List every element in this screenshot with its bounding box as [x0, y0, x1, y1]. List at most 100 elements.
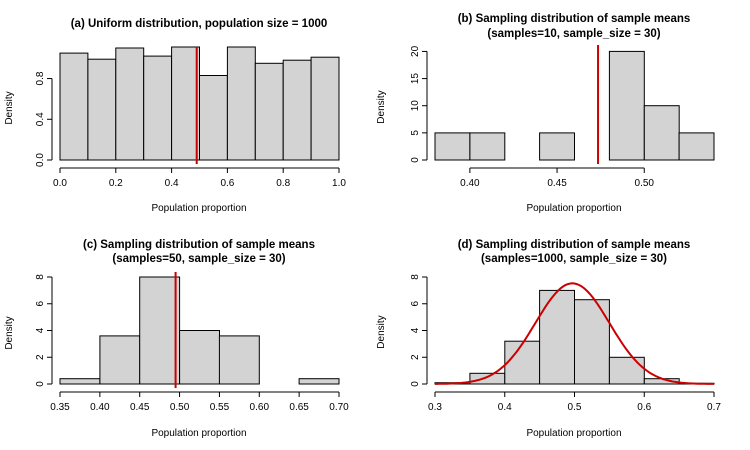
panel-c-y-tick-label-4: 8: [35, 274, 46, 280]
panel-b-title: (b) Sampling distribution of sample mean…: [458, 13, 691, 25]
panel-d-bar-3: [539, 289, 575, 385]
panel-b-y-tick-label-2: 10: [410, 100, 421, 112]
panel-b-y-axis-label: Density: [376, 90, 387, 123]
panel-b-y-axis: 0 5 10 15 20: [410, 45, 428, 163]
panel-b-x-tick-label-1: 0.45: [547, 178, 567, 189]
panel-c-bar-1: [99, 335, 141, 385]
panel-b-x-tick-label-2: 0.50: [635, 178, 655, 189]
panel-b-x-axis: 0.40 0.45 0.50: [460, 167, 655, 189]
panel-c-y-tick-label-1: 2: [35, 354, 46, 360]
panel-c-sampling-histogram: (c) Sampling distribution of sample mean…: [4, 239, 349, 439]
panel-a-x-tick-label-5: 1.0: [332, 178, 346, 189]
panel-d-curve-overlay: [435, 282, 714, 385]
panel-c-x-tick-label-0: 0.35: [50, 402, 70, 413]
panel-a-y-tick-label-1: 0.4: [35, 112, 46, 126]
panel-c-x-axis-label: Population proportion: [151, 428, 246, 439]
panel-c-x-axis: 0.35 0.40 0.45 0.50 0.55 0.60 0.65 0.70: [50, 391, 349, 413]
panel-a-title: (a) Uniform distribution, population siz…: [71, 18, 328, 30]
panel-c-subtitle: (samples=50, sample_size = 30): [112, 253, 285, 265]
panel-b-bar-1: [469, 132, 506, 161]
panel-a-x-tick-label-0: 0.0: [53, 178, 67, 189]
panel-a-x-axis-label: Population proportion: [151, 203, 246, 214]
panel-c-x-tick-label-3: 0.50: [170, 402, 190, 413]
panel-c-bar-2: [139, 276, 181, 385]
panel-d-y-axis: 0 2 4 6 8: [410, 274, 428, 387]
panel-d-y-tick-label-1: 2: [410, 354, 421, 360]
panel-d-x-tick-label-4: 0.7: [707, 402, 721, 413]
panel-c-bar-0: [59, 378, 101, 385]
panel-c-title: (c) Sampling distribution of sample mean…: [83, 239, 315, 251]
panel-a-y-axis: 0.0 0.4 0.8: [35, 71, 53, 167]
panel-d-y-tick-label-3: 6: [410, 301, 421, 307]
panel-a-bar-8: [282, 59, 312, 161]
panel-a-uniform-histogram: (a) Uniform distribution, population siz…: [4, 18, 346, 214]
panel-d-bar-5: [608, 356, 645, 385]
panel-c-y-axis-label: Density: [4, 316, 15, 349]
panel-d-x-tick-label-0: 0.3: [428, 402, 442, 413]
panel-d-x-axis-label: Population proportion: [526, 428, 621, 439]
panel-b-y-tick-label-0: 0: [410, 157, 421, 163]
panel-d-y-axis-label: Density: [376, 315, 387, 348]
panel-a-x-tick-label-3: 0.6: [220, 178, 234, 189]
panel-d-title: (d) Sampling distribution of sample mean…: [458, 239, 691, 251]
panel-c-y-tick-label-0: 0: [35, 381, 46, 387]
panel-d-x-tick-label-2: 0.5: [568, 402, 582, 413]
panel-a-bar-5: [199, 75, 228, 161]
panel-a-bars: [59, 46, 340, 161]
panel-b-bar-5: [608, 50, 645, 161]
panel-a-x-axis: 0.0 0.2 0.4 0.6 0.8 1.0: [53, 167, 346, 189]
panel-a-x-tick-label-1: 0.2: [109, 178, 123, 189]
panel-a-bar-6: [226, 46, 256, 161]
panel-c-x-tick-label-1: 0.40: [90, 402, 110, 413]
panel-b-y-tick-label-3: 15: [410, 73, 421, 85]
panel-a-y-axis-label: Density: [4, 91, 15, 124]
panel-d-normal-curve: [435, 282, 714, 385]
panel-b-x-axis-label: Population proportion: [526, 203, 621, 214]
panel-b-bars: [434, 50, 715, 161]
panel-a-bar-0: [59, 52, 89, 161]
panel-c-x-tick-label-7: 0.70: [329, 402, 349, 413]
panel-b-bar-6: [643, 105, 680, 161]
panel-c-x-tick-label-5: 0.60: [250, 402, 270, 413]
panel-d-y-tick-label-4: 8: [410, 274, 421, 280]
panel-d-bar-4: [574, 299, 610, 385]
panel-c-bar-6: [298, 378, 340, 385]
panel-a-bar-1: [87, 58, 117, 161]
panel-b-bar-7: [678, 132, 715, 161]
panel-b-y-tick-label-1: 5: [410, 130, 421, 136]
panel-a-bar-7: [254, 62, 284, 161]
panel-b-bar-3: [539, 132, 575, 161]
panel-c-y-axis: 0 2 4 6 8: [35, 274, 53, 387]
panel-d-bar-1: [469, 372, 506, 385]
panel-d-subtitle: (samples=1000, sample_size = 30): [481, 253, 667, 265]
panel-a-y-tick-label-2: 0.8: [35, 71, 46, 85]
panel-a-y-tick-label-0: 0.0: [35, 153, 46, 167]
panel-d-sampling-histogram: (d) Sampling distribution of sample mean…: [376, 239, 721, 439]
panel-a-x-tick-label-4: 0.8: [276, 178, 290, 189]
panel-b-y-tick-label-4: 20: [410, 45, 421, 57]
panel-d-x-axis: 0.3 0.4 0.5 0.6 0.7: [428, 391, 721, 413]
panel-a-bar-3: [143, 55, 173, 161]
panel-c-y-tick-label-2: 4: [35, 327, 46, 333]
panel-d-x-tick-label-1: 0.4: [498, 402, 512, 413]
panel-d-bars: [434, 289, 715, 385]
panel-b-subtitle: (samples=10, sample_size = 30): [487, 28, 660, 40]
panel-a-bar-9: [310, 56, 340, 161]
panel-d-x-tick-label-3: 0.6: [637, 402, 651, 413]
panel-c-y-tick-label-3: 6: [35, 301, 46, 307]
panel-c-bar-4: [218, 335, 260, 385]
panel-c-bars: [59, 276, 340, 385]
panel-c-x-tick-label-6: 0.65: [289, 402, 309, 413]
panel-a-bar-2: [115, 47, 145, 161]
panel-b-sampling-histogram: (b) Sampling distribution of sample mean…: [376, 13, 715, 214]
panel-a-bar-4: [171, 46, 201, 161]
panel-d-bar-2: [504, 340, 541, 385]
panel-b-x-tick-label-0: 0.40: [460, 178, 480, 189]
panel-a-x-tick-label-2: 0.4: [165, 178, 179, 189]
panel-c-bar-3: [179, 330, 221, 385]
panel-b-bar-0: [434, 132, 471, 161]
panel-c-x-tick-label-2: 0.45: [130, 402, 150, 413]
panel-d-y-tick-label-0: 0: [410, 381, 421, 387]
panel-c-x-tick-label-4: 0.55: [210, 402, 230, 413]
